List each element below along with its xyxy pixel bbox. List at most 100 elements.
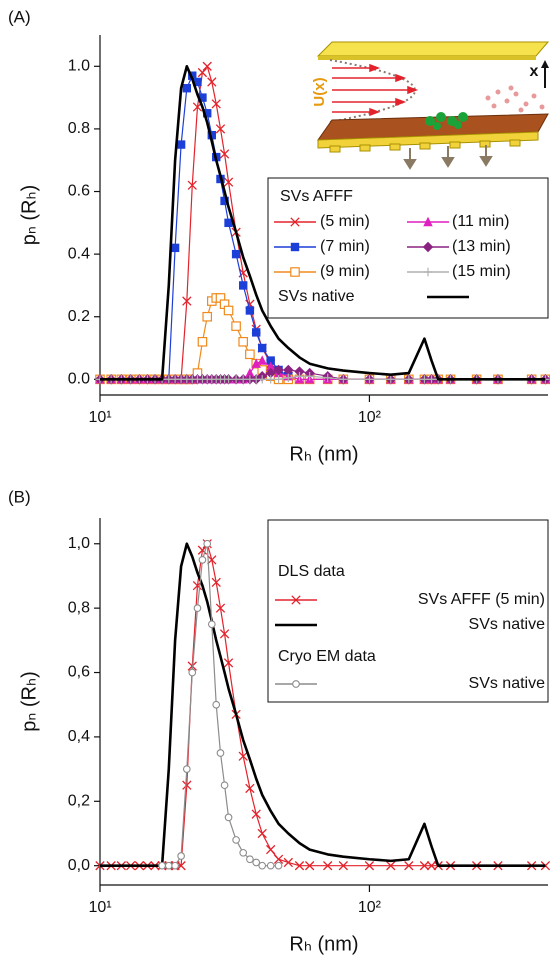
y-tick-label: 0,8 (68, 599, 90, 616)
data-point (258, 861, 267, 870)
data-point (266, 356, 275, 365)
data-point (207, 130, 217, 140)
data-point (171, 861, 179, 870)
legend-label: SVs native (278, 288, 355, 305)
data-point (182, 780, 192, 790)
y-tick-label: 0.8 (68, 120, 90, 137)
data-point (386, 375, 395, 384)
data-point (323, 861, 333, 871)
y-axis-label: pₙ (Rₕ) (18, 671, 40, 732)
data-point (187, 180, 197, 190)
data-point (426, 861, 437, 871)
legend-title: SVs AFFF (280, 188, 353, 205)
legend-label: (9 min) (320, 263, 370, 280)
legend-label: (15 min) (452, 263, 511, 280)
y-tick-label: 1.0 (68, 58, 90, 75)
data-point (245, 367, 255, 378)
data-point (203, 539, 212, 548)
inset-label: x (530, 63, 539, 80)
data-point (220, 781, 229, 790)
data-point (266, 861, 275, 870)
data-point (211, 99, 221, 109)
data-point (238, 751, 248, 761)
y-tick-label: 0.0 (68, 371, 90, 388)
data-point (294, 861, 305, 871)
data-point (219, 629, 230, 639)
data-point (245, 783, 255, 794)
data-point (274, 861, 283, 870)
data-point (305, 372, 314, 381)
data-point (158, 861, 166, 870)
data-point (182, 84, 192, 93)
data-point (258, 375, 267, 384)
data-point (266, 375, 275, 384)
data-point (193, 77, 202, 87)
data-point (339, 375, 348, 384)
x-axis-label: Rₕ (nm) (289, 443, 358, 465)
data-point (197, 67, 208, 78)
data-point (251, 809, 261, 819)
data-point (182, 765, 191, 773)
panel-label: (A) (8, 7, 31, 26)
data-point (164, 861, 173, 870)
data-point (365, 375, 374, 384)
data-point (170, 243, 180, 253)
y-axis-label: pₙ (Rₕ) (18, 185, 40, 246)
data-point (215, 603, 226, 613)
data-point (219, 149, 230, 159)
data-point (216, 749, 225, 757)
data-point (257, 828, 267, 839)
data-point (232, 836, 240, 844)
data-point (364, 861, 375, 871)
data-point (223, 305, 234, 316)
data-point (404, 861, 414, 871)
data-point (231, 249, 241, 259)
y-tick-label: 0,0 (68, 857, 90, 874)
data-point (246, 855, 254, 864)
data-point (238, 281, 248, 290)
legend-label: (13 min) (452, 238, 511, 255)
data-point (198, 93, 207, 102)
y-tick-label: 0.4 (68, 245, 90, 262)
y-tick-label: 1,0 (68, 535, 90, 552)
data-point (207, 620, 216, 629)
data-point (207, 77, 217, 87)
legend-label: (11 min) (452, 213, 510, 230)
data-point (177, 852, 185, 860)
data-point (238, 336, 248, 347)
data-point (224, 375, 233, 384)
legend-box (267, 177, 549, 319)
data-point (265, 361, 276, 372)
legend-label: SVs native (469, 616, 546, 633)
data-point (224, 813, 233, 822)
x-tick-label: 10¹ (88, 899, 111, 916)
data-point (252, 328, 261, 337)
data-point (231, 375, 241, 384)
inset-diagram: U(x) x (311, 41, 550, 170)
data-point (182, 296, 192, 306)
data-point (197, 336, 208, 347)
data-point (211, 577, 221, 588)
data-point (294, 366, 305, 377)
data-point (203, 109, 212, 118)
data-point (258, 343, 267, 353)
y-tick-label: 0,2 (68, 793, 90, 810)
data-point (220, 196, 229, 206)
data-point (404, 375, 414, 384)
legend-header: DLS data (278, 563, 345, 580)
data-point (245, 349, 255, 360)
data-point (223, 177, 234, 187)
legend-box (267, 519, 549, 703)
data-point (273, 364, 284, 376)
legend-label: SVs native (469, 675, 546, 692)
legend-label: SVs AFFF (5 min) (418, 591, 545, 608)
data-point (176, 861, 186, 871)
panel-label: (B) (8, 487, 31, 506)
data-point (231, 321, 241, 331)
data-point (223, 658, 234, 668)
x-tick-label: 10² (358, 899, 382, 916)
legend-marker (422, 241, 434, 253)
legend-marker (290, 267, 300, 277)
